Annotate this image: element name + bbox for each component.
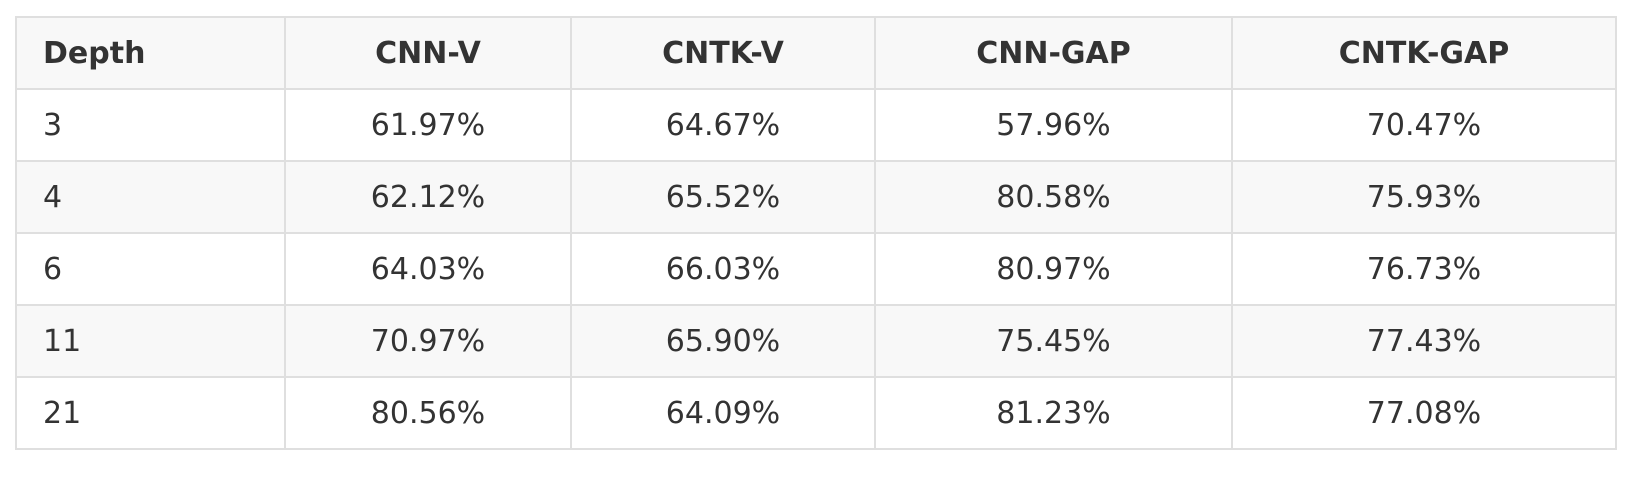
table-header: Depth CNN-V CNTK-V CNN-GAP CNTK-GAP [15, 16, 1617, 90]
header-cntk-v: CNTK-V [570, 16, 876, 90]
cell-depth: 11 [15, 304, 286, 378]
cell-cntk-v: 66.03% [570, 232, 876, 306]
cell-cnn-gap: 81.23% [874, 376, 1233, 450]
header-cnn-gap: CNN-GAP [874, 16, 1233, 90]
table-row: 3 61.97% 64.67% 57.96% 70.47% [15, 88, 1617, 162]
cell-cnn-v: 61.97% [284, 88, 572, 162]
header-cnn-v: CNN-V [284, 16, 572, 90]
cell-depth: 4 [15, 160, 286, 234]
table-row: 4 62.12% 65.52% 80.58% 75.93% [15, 160, 1617, 234]
table-row: 21 80.56% 64.09% 81.23% 77.08% [15, 376, 1617, 450]
cell-cnn-gap: 80.58% [874, 160, 1233, 234]
table-body: 3 61.97% 64.67% 57.96% 70.47% 4 62.12% 6… [15, 88, 1617, 450]
cell-cntk-gap: 75.93% [1231, 160, 1617, 234]
table-row: 6 64.03% 66.03% 80.97% 76.73% [15, 232, 1617, 306]
table-row: 11 70.97% 65.90% 75.45% 77.43% [15, 304, 1617, 378]
header-depth: Depth [15, 16, 286, 90]
cell-cnn-gap: 75.45% [874, 304, 1233, 378]
cell-depth: 3 [15, 88, 286, 162]
cell-cntk-v: 65.90% [570, 304, 876, 378]
cell-depth: 21 [15, 376, 286, 450]
cell-cntk-v: 64.09% [570, 376, 876, 450]
cell-depth: 6 [15, 232, 286, 306]
cell-cnn-v: 70.97% [284, 304, 572, 378]
cell-cnn-v: 80.56% [284, 376, 572, 450]
header-cntk-gap: CNTK-GAP [1231, 16, 1617, 90]
header-row: Depth CNN-V CNTK-V CNN-GAP CNTK-GAP [15, 16, 1617, 90]
cell-cnn-gap: 57.96% [874, 88, 1233, 162]
cell-cnn-v: 62.12% [284, 160, 572, 234]
cell-cntk-gap: 77.08% [1231, 376, 1617, 450]
cell-cntk-v: 64.67% [570, 88, 876, 162]
cell-cntk-v: 65.52% [570, 160, 876, 234]
cell-cntk-gap: 76.73% [1231, 232, 1617, 306]
cell-cnn-gap: 80.97% [874, 232, 1233, 306]
cell-cntk-gap: 77.43% [1231, 304, 1617, 378]
results-table: Depth CNN-V CNTK-V CNN-GAP CNTK-GAP 3 61… [15, 16, 1617, 450]
cell-cnn-v: 64.03% [284, 232, 572, 306]
cell-cntk-gap: 70.47% [1231, 88, 1617, 162]
results-table-container: Depth CNN-V CNTK-V CNN-GAP CNTK-GAP 3 61… [15, 16, 1617, 450]
